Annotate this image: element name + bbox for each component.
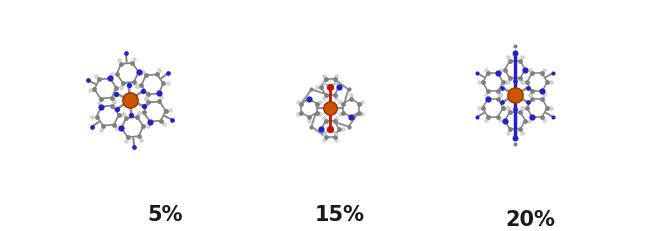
Text: 15%: 15%	[315, 205, 365, 225]
Text: 20%: 20%	[505, 210, 555, 230]
Text: 5%: 5%	[148, 205, 183, 225]
